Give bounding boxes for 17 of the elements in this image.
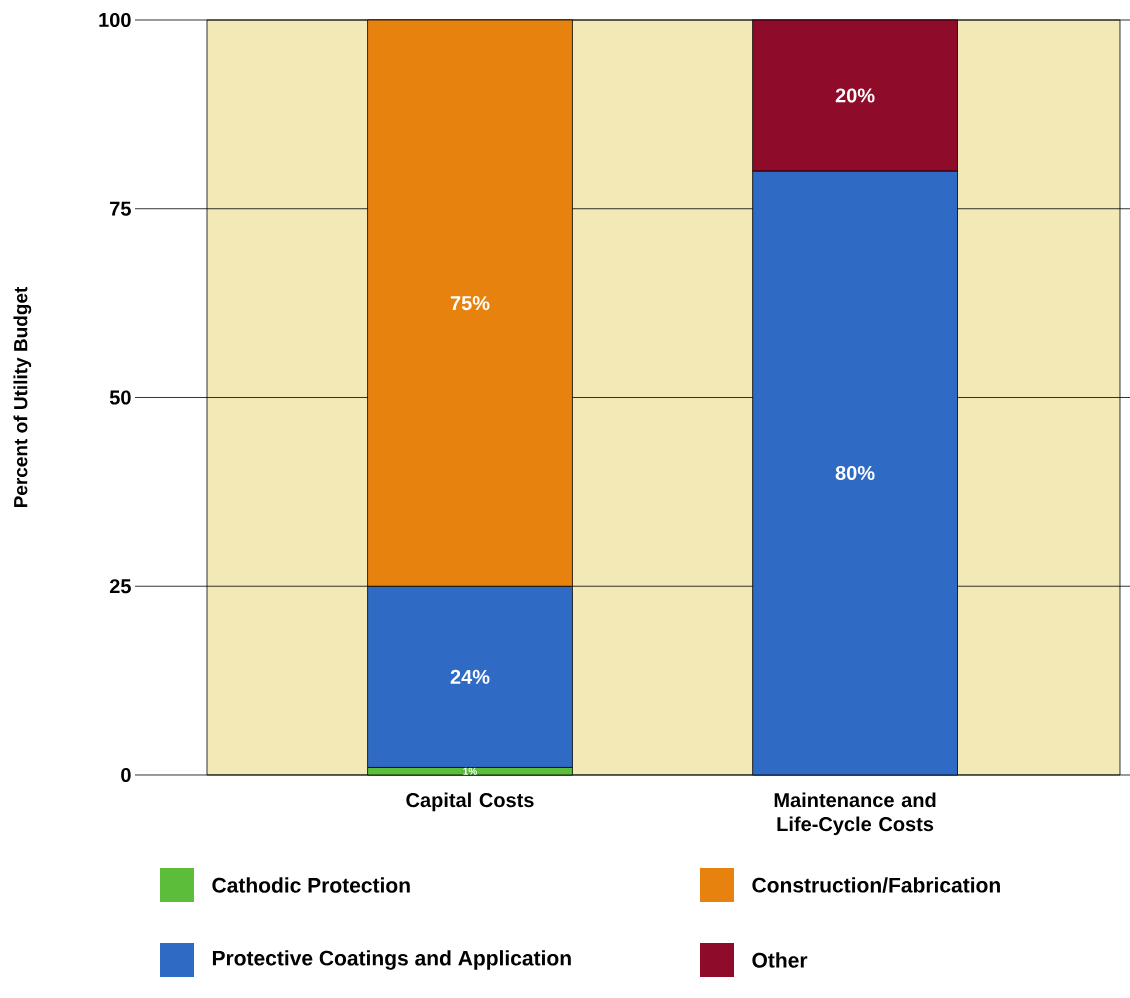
legend-label: Protective Coatings and Application [212, 950, 571, 970]
y-tick-label: 25 [109, 579, 131, 594]
y-tick-label: 75 [110, 201, 131, 216]
y-axis-title: Percent of Utility Budget [13, 286, 32, 508]
x-tick-label: Maintenance and Life-Cycle Costs [774, 792, 936, 836]
y-tick-label: 100 [99, 12, 131, 28]
data-label: 80% [835, 465, 875, 481]
y-tick-label: 0 [121, 767, 131, 783]
legend-label: Construction/Fabrication [752, 877, 1000, 893]
data-label: 75% [450, 296, 490, 311]
data-label: 1% [463, 767, 477, 775]
y-tick-label: 50 [109, 390, 131, 405]
legend-label: Other [752, 952, 808, 968]
legend-label: Cathodic Protection [212, 877, 410, 893]
x-tick-label: Capital Costs [406, 792, 534, 812]
data-label: 24% [450, 669, 490, 684]
data-label: 20% [835, 88, 875, 103]
